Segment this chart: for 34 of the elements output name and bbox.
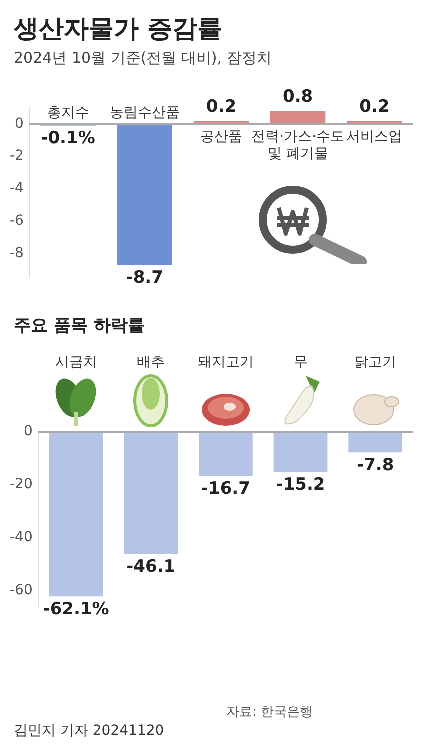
data-label: -7.8	[357, 456, 394, 476]
text: 자료: 한국은행	[226, 704, 313, 721]
x-tick-label: 닭고기	[354, 354, 397, 371]
x-tick-label: 배추	[137, 354, 166, 371]
x-tick-label: 공산품	[200, 128, 242, 145]
chart-title: 생산자물가 증감률	[13, 13, 224, 45]
chart-subtitle: 2024년 10월 기준(전월 대비), 잠정치	[13, 48, 273, 68]
data-label: -62.1%	[43, 600, 110, 620]
data-label: 0.2	[206, 96, 237, 117]
x-tick-label: 시금치	[55, 354, 98, 371]
data-label: -0.1%	[41, 128, 96, 149]
y-tick-label: -40	[10, 530, 33, 546]
data-label: 0.2	[360, 96, 390, 117]
y-tick-label: 0	[15, 116, 24, 132]
y-tick-label: -4	[10, 180, 24, 197]
y-tick-label: -6	[10, 212, 24, 229]
chart-title: 주요 품목 하락률	[13, 315, 146, 337]
data-label: 0.8	[283, 87, 314, 108]
y-tick-label: -8	[10, 245, 24, 262]
x-tick-label: 총지수	[47, 104, 90, 121]
y-tick-label: -20	[10, 476, 33, 493]
x-tick-label: 전력·가스·수도 및 폐기물	[252, 128, 345, 162]
y-tick-label: -2	[10, 148, 24, 164]
text: 김민지 기자 20241120	[14, 722, 164, 740]
data-label: -15.2	[276, 475, 326, 496]
x-tick-label: 농림수산품	[110, 104, 180, 121]
data-label: -16.7	[201, 479, 250, 500]
data-label: -8.7	[126, 268, 164, 288]
x-tick-label: 무	[294, 354, 308, 371]
y-tick-label: 0	[24, 424, 33, 440]
data-label: -46.1	[126, 557, 176, 578]
x-tick-label: 돼지고기	[198, 354, 254, 371]
y-tick-label: -60	[10, 582, 33, 599]
x-tick-label: 서비스업	[346, 128, 403, 145]
